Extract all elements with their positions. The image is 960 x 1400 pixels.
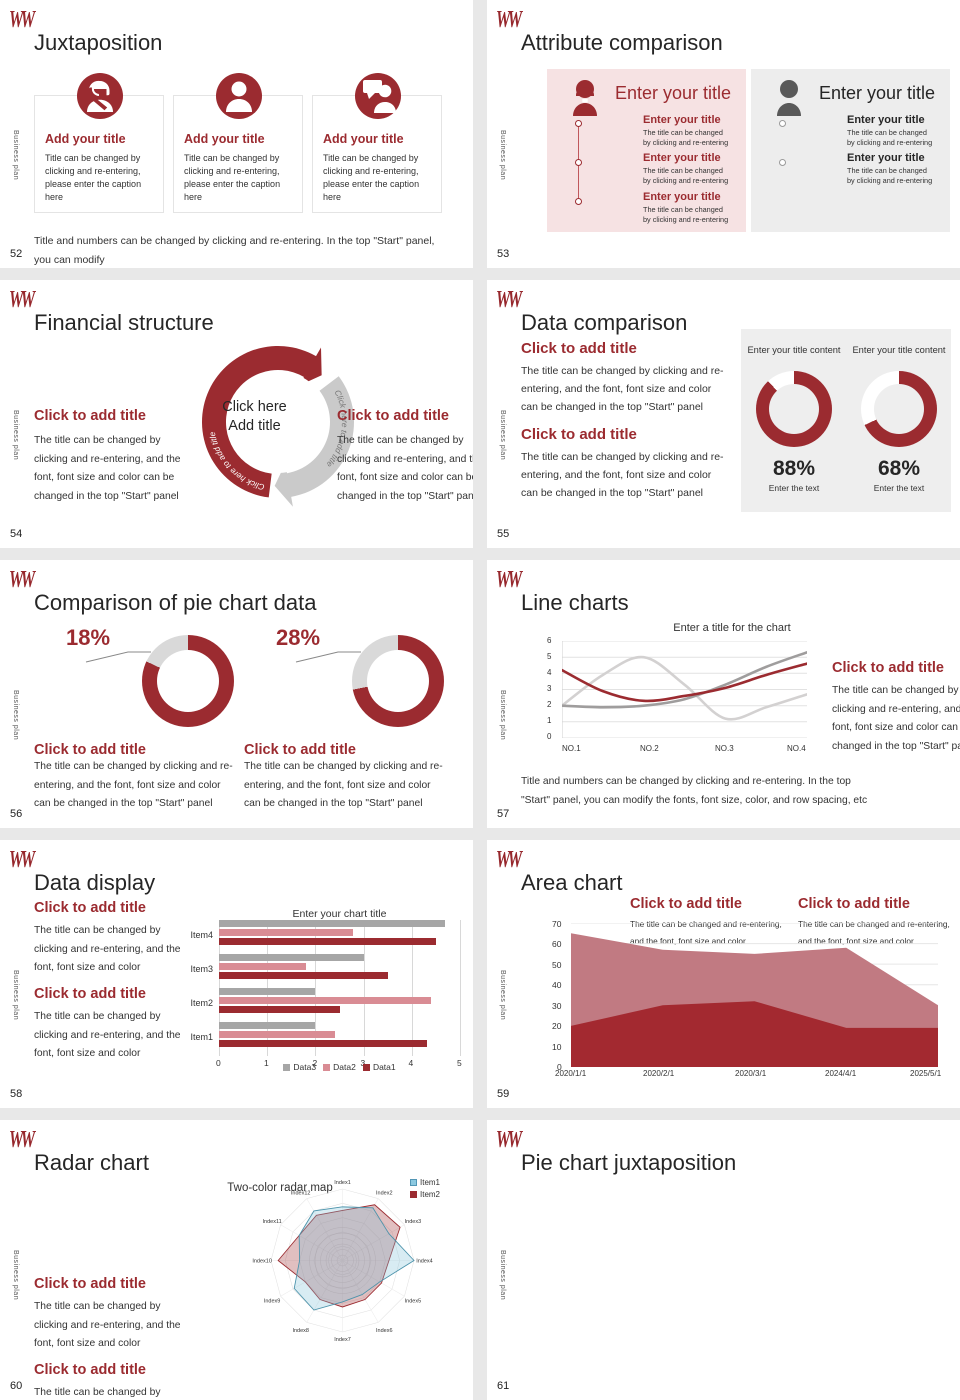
svg-text:Index3: Index3 (405, 1219, 422, 1225)
svg-text:Index5: Index5 (405, 1298, 422, 1304)
svg-text:Index6: Index6 (376, 1328, 393, 1334)
svg-text:Index4: Index4 (416, 1258, 433, 1264)
svg-text:Index1: Index1 (334, 1180, 351, 1186)
svg-text:Index7: Index7 (334, 1336, 351, 1342)
svg-text:Index11: Index11 (263, 1219, 282, 1225)
svg-text:Index8: Index8 (292, 1328, 309, 1334)
svg-text:Index10: Index10 (252, 1258, 272, 1264)
svg-text:Index12: Index12 (291, 1190, 311, 1196)
svg-text:Index2: Index2 (376, 1190, 393, 1196)
svg-text:Index9: Index9 (264, 1298, 281, 1304)
